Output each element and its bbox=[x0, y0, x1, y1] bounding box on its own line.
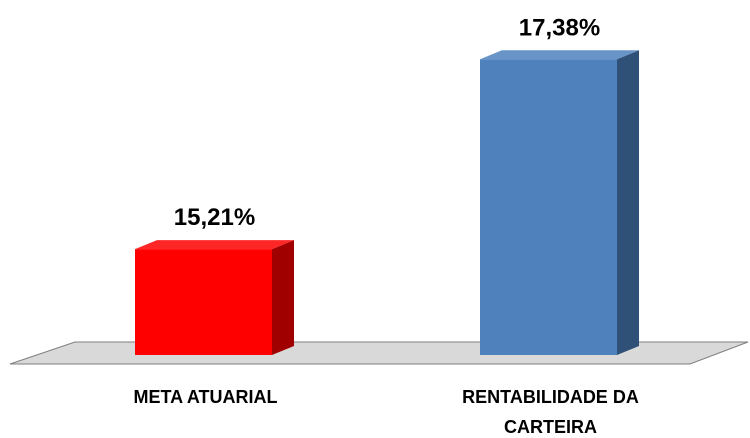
x-tick-label: RENTABILIDADE DA CARTEIRA bbox=[462, 387, 639, 437]
bar bbox=[480, 50, 639, 355]
bar-side bbox=[272, 240, 294, 355]
x-tick-label: META ATUARIAL bbox=[133, 387, 278, 407]
bar-side bbox=[617, 50, 639, 355]
bar-top bbox=[480, 50, 639, 60]
bar-front bbox=[135, 249, 272, 355]
bar bbox=[135, 240, 294, 355]
bar-front bbox=[480, 59, 617, 355]
bar-top bbox=[135, 240, 294, 250]
value-label: 17,38% bbox=[519, 14, 600, 41]
value-label: 15,21% bbox=[174, 204, 255, 231]
